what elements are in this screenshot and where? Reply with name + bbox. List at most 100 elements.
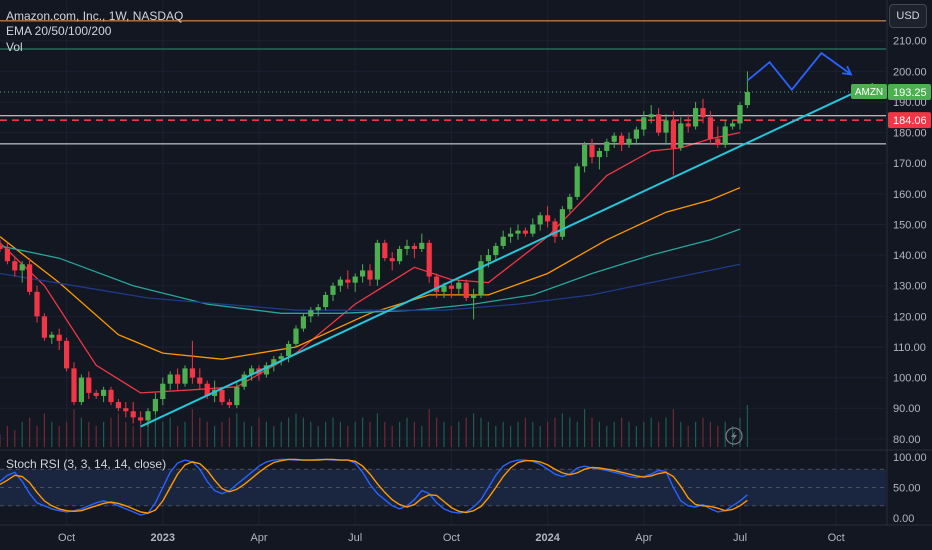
time-tick-label: Jul: [733, 532, 747, 544]
candle: [411, 245, 417, 249]
horizontal-levels[interactable]: [0, 20, 886, 145]
ema-line: [0, 263, 741, 311]
candle: [300, 316, 306, 329]
volume-bar: [709, 421, 711, 447]
volume-bar: [561, 413, 563, 447]
price-tick-label: 180.00: [893, 128, 927, 140]
price-axis[interactable]: 80.00 90.00 100.00 110.00 120.00 130.00 140.00…: [888, 36, 931, 446]
candle: [175, 374, 181, 384]
volume-bar: [177, 426, 179, 447]
volume-bar: [169, 417, 171, 447]
time-axis[interactable]: Oct 2023 Apr Jul Oct 2024 Apr Jul Oct: [0, 524, 932, 544]
candle: [426, 242, 432, 277]
volume-bar: [413, 421, 415, 447]
level-price-label: 184.06: [893, 115, 927, 127]
volume-bar: [458, 421, 460, 447]
volume-bar: [680, 421, 682, 447]
candle: [493, 245, 499, 256]
ema-legend[interactable]: EMA 20/50/100/200: [6, 24, 112, 38]
volume-bar: [665, 417, 667, 447]
candle: [567, 196, 573, 210]
candle: [323, 294, 329, 308]
volume-bar: [221, 421, 223, 447]
candle: [101, 389, 107, 396]
candle: [633, 129, 639, 139]
candle: [49, 334, 55, 338]
candle: [611, 135, 617, 142]
currency-button[interactable]: USD: [889, 4, 927, 28]
candle: [663, 120, 669, 133]
candle: [315, 307, 321, 311]
stoch-legend[interactable]: Stoch RSI (3, 3, 14, 14, close): [6, 457, 166, 471]
candle: [559, 209, 565, 237]
volume-bars: [0, 405, 748, 447]
candle: [189, 368, 195, 378]
volume-legend[interactable]: Vol: [6, 40, 23, 54]
time-tick-label: Apr: [635, 532, 652, 544]
price-tick-label: 130.00: [893, 281, 927, 293]
candle: [537, 215, 543, 225]
candle: [219, 389, 225, 403]
volume-bar: [569, 417, 571, 447]
volume-bar: [487, 421, 489, 447]
volume-bar: [51, 421, 53, 447]
candle: [145, 411, 151, 421]
volume-bar: [43, 413, 45, 447]
time-tick-label: 2023: [151, 532, 175, 544]
volume-bar: [547, 421, 549, 447]
volume-bar: [428, 409, 430, 447]
volume-bar: [717, 426, 719, 447]
volume-bar: [258, 417, 260, 447]
time-tick-label: Oct: [443, 532, 460, 544]
candle: [744, 92, 750, 106]
volume-bar: [399, 421, 401, 447]
candle: [522, 230, 528, 234]
symbol-tag: [851, 84, 887, 100]
candle: [700, 108, 706, 118]
volume-bar: [672, 409, 674, 447]
volume-bar: [643, 421, 645, 447]
volume-bar: [58, 426, 60, 447]
volume-bar: [347, 426, 349, 447]
candle: [685, 123, 691, 127]
flash-icon[interactable]: [725, 427, 743, 445]
candle: [626, 138, 632, 145]
candle: [715, 138, 721, 145]
volume-bar: [132, 426, 134, 447]
volume-bar: [236, 413, 238, 447]
volume-bar: [325, 421, 327, 447]
price-tick-label: 120.00: [893, 311, 927, 323]
stoch-tick-label: 100.00: [893, 452, 927, 464]
volume-bar: [110, 417, 112, 447]
candle: [271, 359, 277, 366]
candle: [530, 224, 536, 234]
volume-bar: [310, 421, 312, 447]
candle: [515, 230, 521, 234]
volume-bar: [621, 417, 623, 447]
volume-bar: [199, 417, 201, 447]
volume-bar: [228, 417, 230, 447]
volume-bar: [406, 417, 408, 447]
volume-bar: [21, 421, 23, 447]
candle: [115, 402, 121, 409]
candle: [204, 383, 210, 396]
candle: [108, 389, 114, 403]
volume-bar: [702, 417, 704, 447]
candle: [419, 242, 425, 249]
price-tick-label: 110.00: [893, 342, 926, 354]
volume-bar: [88, 421, 90, 447]
volume-bar: [517, 421, 519, 447]
candle: [448, 285, 454, 289]
volume-bar: [598, 421, 600, 447]
candle: [64, 340, 70, 369]
volume-bar: [510, 426, 512, 447]
volume-bar: [191, 409, 193, 447]
candle: [471, 294, 477, 298]
time-tick-label: Apr: [250, 532, 267, 544]
volume-bar: [147, 417, 149, 447]
candle: [707, 117, 713, 139]
drawings[interactable]: AMZN: [140, 51, 887, 428]
price-tick-label: 80.00: [893, 434, 921, 446]
volume-bar: [421, 426, 423, 447]
